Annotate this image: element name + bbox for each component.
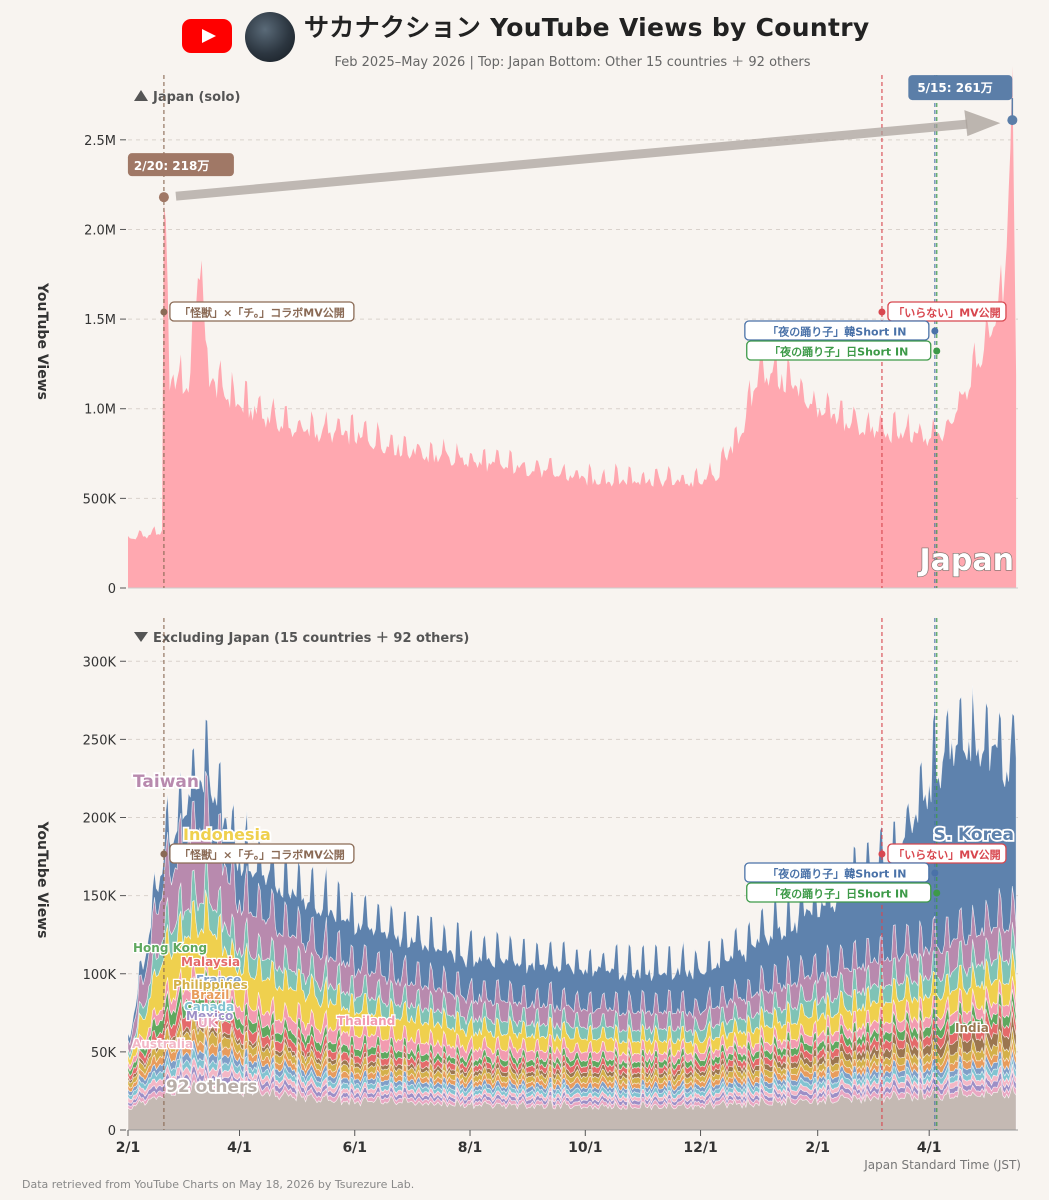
xtick-label: 10/1 [568, 1140, 602, 1156]
japan-area [128, 66, 1017, 589]
japan-panel-arrow-icon [134, 90, 148, 101]
series-label-indonesia: Indonesia [183, 825, 271, 844]
intl-panel-arrow-icon [134, 632, 148, 642]
intl-event-label-box [169, 843, 355, 864]
xtick-label: 4/1 [917, 1140, 942, 1156]
japan-event-label-box [746, 340, 932, 361]
intl-event-dot [933, 889, 941, 897]
japan-ytick-label: 1.0M [84, 403, 116, 418]
intl-ytick-label: 150K [83, 890, 117, 905]
series-label-s-korea: S. Korea [933, 825, 1014, 845]
peak-end-label: 5/15: 261万 [917, 81, 992, 95]
japan-event-label: 「いらない」MV公開 [893, 306, 1000, 320]
japan-event-dot [931, 327, 939, 335]
japan-ytick-label: 1.5M [84, 313, 116, 328]
intl-event-dot [931, 869, 939, 877]
xtick-label: 12/1 [683, 1140, 717, 1156]
chart-subtitle: Feb 2025–May 2026 | Top: Japan Bottom: O… [334, 55, 811, 70]
japan-event-label-box [744, 320, 930, 341]
intl-ytick-label: 200K [83, 812, 117, 827]
intl-ytick-label: 250K [83, 733, 117, 748]
intl-event-label: 「夜の踊り子」日Short IN [769, 887, 908, 901]
series-label-canada: Canada [184, 1000, 234, 1014]
series-label-france: France [196, 973, 241, 987]
series-label-92-others: 92 others [166, 1077, 258, 1097]
japan-event-label: 「怪獣」×「チ。」コラボMV公開 [179, 306, 345, 320]
japan-event-label-box [169, 301, 355, 322]
xtick-label: 2/1 [805, 1140, 830, 1156]
japan-ytick-label: 0 [108, 582, 116, 597]
intl-ytick-label: 0 [108, 1124, 116, 1139]
intl-panel-title: Excluding Japan (15 countries ＋ 92 other… [153, 631, 469, 646]
intl-event-dot [878, 850, 886, 858]
xtick-label: 4/1 [227, 1140, 252, 1156]
intl-ytick-label: 100K [83, 968, 117, 983]
japan-event-dot [933, 347, 941, 355]
japan-ytick-label: 2.5M [84, 134, 116, 149]
japan-event-label: 「夜の踊り子」韓Short IN [767, 325, 906, 339]
xtick-label: 6/1 [342, 1140, 367, 1156]
intl-event-label-box [887, 843, 1007, 864]
series-label-australia: Australia [132, 1037, 193, 1051]
series-label-philippines: Philippines [173, 978, 248, 992]
series-label-malaysia: Malaysia [181, 955, 240, 969]
intl-event-label-box [746, 882, 932, 903]
intl-event-label: 「怪獣」×「チ。」コラボMV公開 [179, 848, 345, 862]
source-note: Data retrieved from YouTube Charts on Ma… [22, 1178, 415, 1191]
series-label-thailand: Thailand [337, 1014, 395, 1028]
series-label-uk: UK [198, 1016, 218, 1030]
series-label-brazil: Brazil [191, 988, 229, 1002]
intl-ytick-label: 50K [91, 1046, 117, 1061]
japan-ytick-label: 2.0M [84, 223, 116, 238]
intl-event-label-box [744, 862, 930, 883]
series-label-india: India [955, 1021, 989, 1035]
series-area-s-korea [127, 685, 1017, 1046]
peak-start-box [127, 153, 234, 177]
intl-event-label: 「夜の踊り子」韓Short IN [767, 867, 906, 881]
series-label-hong-kong: Hong Kong [133, 941, 207, 955]
youtube-logo-icon [182, 19, 232, 53]
xtick-label: 8/1 [458, 1140, 483, 1156]
intl-event-label: 「いらない」MV公開 [893, 848, 1000, 862]
series-label-taiwan: Taiwan [133, 772, 199, 792]
japan-panel-title: Japan (solo) [152, 90, 240, 105]
intl-ytick-label: 300K [83, 655, 117, 670]
timezone-note: Japan Standard Time (JST) [864, 1158, 1021, 1172]
intl-event-dot [160, 850, 168, 858]
japan-ytick-label: 500K [83, 492, 117, 507]
japan-event-label-box [887, 301, 1007, 322]
peak-start-label: 2/20: 218万 [134, 159, 209, 173]
japan-series-label: Japan [918, 543, 1014, 578]
japan-event-label: 「夜の踊り子」日Short IN [769, 345, 908, 359]
trend-arrow-shaft [175, 119, 968, 201]
japan-ylabel: YouTube Views [34, 282, 50, 400]
series-label-mexico: Mexico [186, 1009, 233, 1023]
peak-end-box [908, 75, 1013, 101]
artist-avatar [245, 12, 295, 62]
xtick-label: 2/1 [116, 1140, 141, 1156]
japan-event-dot [878, 308, 886, 316]
japan-event-dot [160, 308, 168, 316]
trend-arrow-head-icon [964, 110, 1001, 137]
intl-ylabel: YouTube Views [34, 821, 50, 939]
chart-title: サカナクション YouTube Views by Country [304, 13, 870, 42]
peak-start-dot [158, 192, 169, 203]
